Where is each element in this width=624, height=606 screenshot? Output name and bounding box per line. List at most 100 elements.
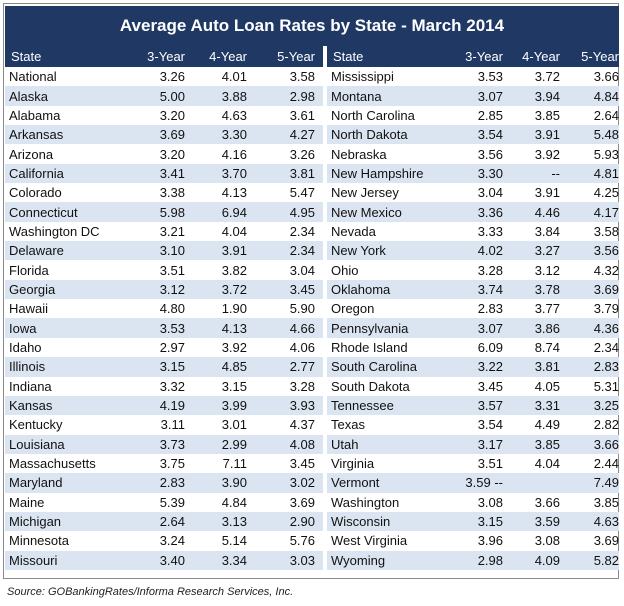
state-cell: Hawaii [9, 301, 49, 317]
rate-5-year-cell: 3.79 [593, 301, 619, 317]
table-row: Virginia 3.51 4.04 2.44 [327, 454, 619, 473]
rate-5-year-cell: 4.66 [289, 320, 315, 336]
rate-3-year-cell: 3.51 [159, 262, 185, 278]
rate-4-year-cell: 7.11 [222, 456, 247, 472]
rate-4-year-cell: 3.12 [534, 262, 560, 278]
rate-4-year-cell: 3.84 [534, 223, 560, 239]
table-row: Louisiana 3.73 2.99 4.08 [5, 434, 323, 454]
rate-4-year-cell: 3.91 [534, 127, 560, 143]
rate-5-year-cell: 4.08 [289, 436, 315, 452]
table-row: Nevada 3.33 3.84 3.58 [327, 222, 619, 241]
state-cell: South Carolina [331, 359, 417, 375]
table-row: Alabama 3.20 4.63 3.61 [5, 106, 323, 125]
rate-5-year-cell: 3.85 [593, 494, 619, 510]
rate-5-year-cell: 4.06 [289, 339, 315, 355]
rate-5-year-cell: 3.25 [593, 398, 619, 414]
table-row: Utah 3.17 3.85 3.66 [327, 434, 619, 454]
rate-5-year-cell: 3.93 [289, 398, 315, 414]
rate-3-year-cell: 2.64 [159, 514, 185, 530]
rate-4-year-cell: 3.30 [221, 127, 247, 143]
table-title: Average Auto Loan Rates by State - March… [5, 6, 619, 46]
state-cell: Ohio [331, 262, 359, 278]
state-cell: Colorado [9, 185, 62, 201]
state-cell: Idaho [9, 339, 42, 355]
rate-5-year-cell: 2.44 [593, 456, 619, 472]
state-cell: Michigan [9, 514, 62, 530]
state-cell: Rhode Island [331, 339, 408, 355]
rate-4-year-cell: 3.08 [534, 533, 560, 549]
rate-4-year-cell: 1.90 [221, 301, 247, 317]
rate-3-year-cell: 3.20 [159, 146, 185, 162]
state-cell: Oklahoma [331, 281, 391, 297]
state-cell: Maine [9, 494, 45, 510]
table-row: New York 4.02 3.27 3.56 [327, 241, 619, 261]
rate-4-year-cell: 4.16 [221, 146, 247, 162]
table-row: Delaware 3.10 3.91 2.34 [5, 241, 323, 261]
state-cell: New Jersey [331, 185, 399, 201]
rate-4-year-cell: 4.04 [534, 456, 560, 472]
rate-5-year-cell: 5.31 [593, 378, 619, 394]
table-row: Connecticut 5.98 6.94 4.95 [5, 202, 323, 222]
rate-3-year-cell: 3.53 [477, 69, 503, 85]
state-cell: South Dakota [331, 378, 410, 394]
rate-4-year-cell: 4.49 [534, 417, 560, 433]
rate-5-year-cell: 4.63 [593, 514, 619, 530]
rate-5-year-cell: 4.25 [593, 185, 619, 201]
rate-3-year-cell: 2.85 [477, 107, 503, 123]
rate-3-year-cell: 6.09 [477, 339, 503, 355]
state-cell: Virginia [331, 456, 375, 472]
rate-5-year-cell: 5.47 [289, 185, 315, 201]
rate-4-year-cell: 3.92 [221, 339, 247, 355]
state-cell: Delaware [9, 243, 64, 259]
rate-5-year-cell: 3.04 [289, 262, 315, 278]
rate-4-year-cell: 3.91 [221, 243, 247, 259]
rate-5-year-cell: 4.84 [593, 88, 619, 104]
rate-4-year-cell: 4.85 [221, 359, 247, 375]
state-cell: Montana [331, 88, 382, 104]
rate-4-year-cell: 4.84 [221, 494, 247, 510]
rate-4-year-cell: 3.01 [221, 417, 247, 433]
rate-4-year-cell: 2.99 [221, 436, 247, 452]
rate-5-year-cell: 3.02 [289, 475, 315, 491]
rate-3-year-cell: 3.53 [159, 320, 185, 336]
table-row: Nebraska 3.56 3.92 5.93 [327, 144, 619, 163]
rate-5-year-cell: 2.82 [593, 417, 619, 433]
state-cell: Kansas [9, 398, 53, 414]
header-state: State [11, 49, 42, 64]
table-row: Idaho 2.97 3.92 4.06 [5, 338, 323, 357]
table-row: Rhode Island 6.09 8.74 2.34 [327, 338, 619, 357]
rate-5-year-cell: 2.34 [289, 223, 315, 239]
rate-4-year-cell: 4.05 [534, 378, 560, 394]
rate-4-year-cell: 3.82 [221, 262, 247, 278]
rate-4-year-cell: 3.92 [534, 146, 560, 162]
rate-3-year-cell: 3.96 [477, 533, 503, 549]
rate-4-year-cell: 3.85 [534, 436, 560, 452]
rate-3-year-cell: 3.15 [477, 514, 503, 530]
left-table-body: National 3.26 4.01 3.58 Alaska 5.00 3.88 2.98 Al… [5, 67, 323, 570]
rate-5-year-cell: 3.45 [289, 281, 315, 297]
rate-5-year-cell: 5.90 [289, 301, 315, 317]
header-4-year: 4-Year [522, 49, 560, 64]
rate-4-year-cell: 3.31 [534, 398, 560, 414]
state-cell: Kentucky [9, 417, 63, 433]
rate-3-year-cell: 3.45 [477, 378, 503, 394]
rate-3-year-cell: 3.11 [160, 417, 185, 433]
rate-3-year-cell: 3.30 [477, 165, 503, 181]
rate-3-year-cell: 4.19 [159, 398, 185, 414]
rate-3-year-cell: 3.07 [477, 320, 503, 336]
table-row: New Jersey 3.04 3.91 4.25 [327, 183, 619, 202]
rate-4-year-cell: 3.77 [534, 301, 560, 317]
rate-4-year-cell: 3.81 [534, 359, 560, 375]
rate-4-year-cell: 4.13 [221, 320, 247, 336]
table-row: Oklahoma 3.74 3.78 3.69 [327, 279, 619, 300]
source-note: Source: GOBankingRates/Informa Research … [7, 586, 294, 598]
rate-5-year-cell: 2.34 [593, 339, 619, 355]
rate-3-year-cell: 3.33 [477, 223, 503, 239]
rate-4-year-cell: 3.99 [221, 398, 247, 414]
table-row: Massachusetts 3.75 7.11 3.45 [5, 454, 323, 473]
table-row: Arkansas 3.69 3.30 4.27 [5, 125, 323, 145]
rate-3-year-cell: 3.38 [159, 185, 185, 201]
rate-4-year-cell: 3.70 [221, 165, 247, 181]
state-cell: Mississippi [331, 69, 394, 85]
rate-3-year-cell: 3.15 [159, 359, 185, 375]
